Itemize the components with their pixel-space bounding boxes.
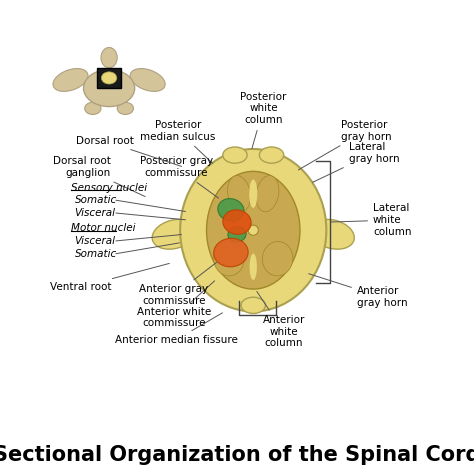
Text: Dorsal root: Dorsal root [75, 136, 182, 166]
Text: Visceral: Visceral [74, 208, 116, 218]
Ellipse shape [101, 72, 117, 84]
Ellipse shape [223, 147, 247, 163]
Text: Anterior
white
column: Anterior white column [257, 292, 305, 348]
Text: Sectional Organization of the Spinal Cord: Sectional Organization of the Spinal Cor… [0, 445, 474, 465]
Ellipse shape [101, 47, 117, 68]
Ellipse shape [256, 175, 279, 212]
Ellipse shape [248, 225, 258, 235]
Text: Posterior
white
column: Posterior white column [240, 92, 287, 148]
Text: Ventral root: Ventral root [50, 264, 169, 292]
Ellipse shape [214, 238, 248, 267]
Text: Sensory nuclei: Sensory nuclei [71, 182, 146, 192]
Ellipse shape [130, 69, 165, 91]
Ellipse shape [259, 147, 284, 163]
Ellipse shape [83, 70, 135, 107]
Text: Anterior gray
commissure: Anterior gray commissure [139, 263, 217, 306]
Ellipse shape [228, 175, 250, 212]
Text: Lateral
gray horn: Lateral gray horn [312, 142, 399, 182]
Ellipse shape [214, 241, 244, 276]
Text: Lateral
white
column: Lateral white column [331, 203, 411, 237]
Text: Posterior gray
commissure: Posterior gray commissure [139, 156, 219, 198]
Ellipse shape [249, 180, 257, 208]
Ellipse shape [228, 227, 246, 242]
Ellipse shape [85, 102, 101, 115]
Ellipse shape [241, 297, 265, 313]
Text: Anterior median fissure: Anterior median fissure [115, 313, 237, 345]
Ellipse shape [263, 241, 293, 276]
Text: Posterior
median sulcus: Posterior median sulcus [140, 120, 216, 164]
Text: Visceral: Visceral [74, 236, 116, 246]
Text: Motor nuclei: Motor nuclei [71, 223, 135, 233]
Text: Anterior white
commissure: Anterior white commissure [137, 281, 215, 328]
Text: Somatic: Somatic [74, 195, 117, 205]
FancyBboxPatch shape [97, 68, 121, 88]
Text: Posterior
gray horn: Posterior gray horn [298, 120, 391, 170]
Ellipse shape [117, 102, 134, 115]
Ellipse shape [152, 219, 196, 249]
Ellipse shape [310, 219, 354, 249]
Ellipse shape [180, 149, 326, 311]
Ellipse shape [207, 171, 300, 289]
Text: Anterior
gray horn: Anterior gray horn [309, 273, 408, 308]
Ellipse shape [223, 210, 251, 234]
Ellipse shape [218, 199, 244, 221]
Ellipse shape [53, 69, 88, 91]
Ellipse shape [250, 254, 257, 280]
Text: Dorsal root
ganglion: Dorsal root ganglion [53, 156, 145, 197]
Text: Somatic: Somatic [74, 249, 117, 259]
